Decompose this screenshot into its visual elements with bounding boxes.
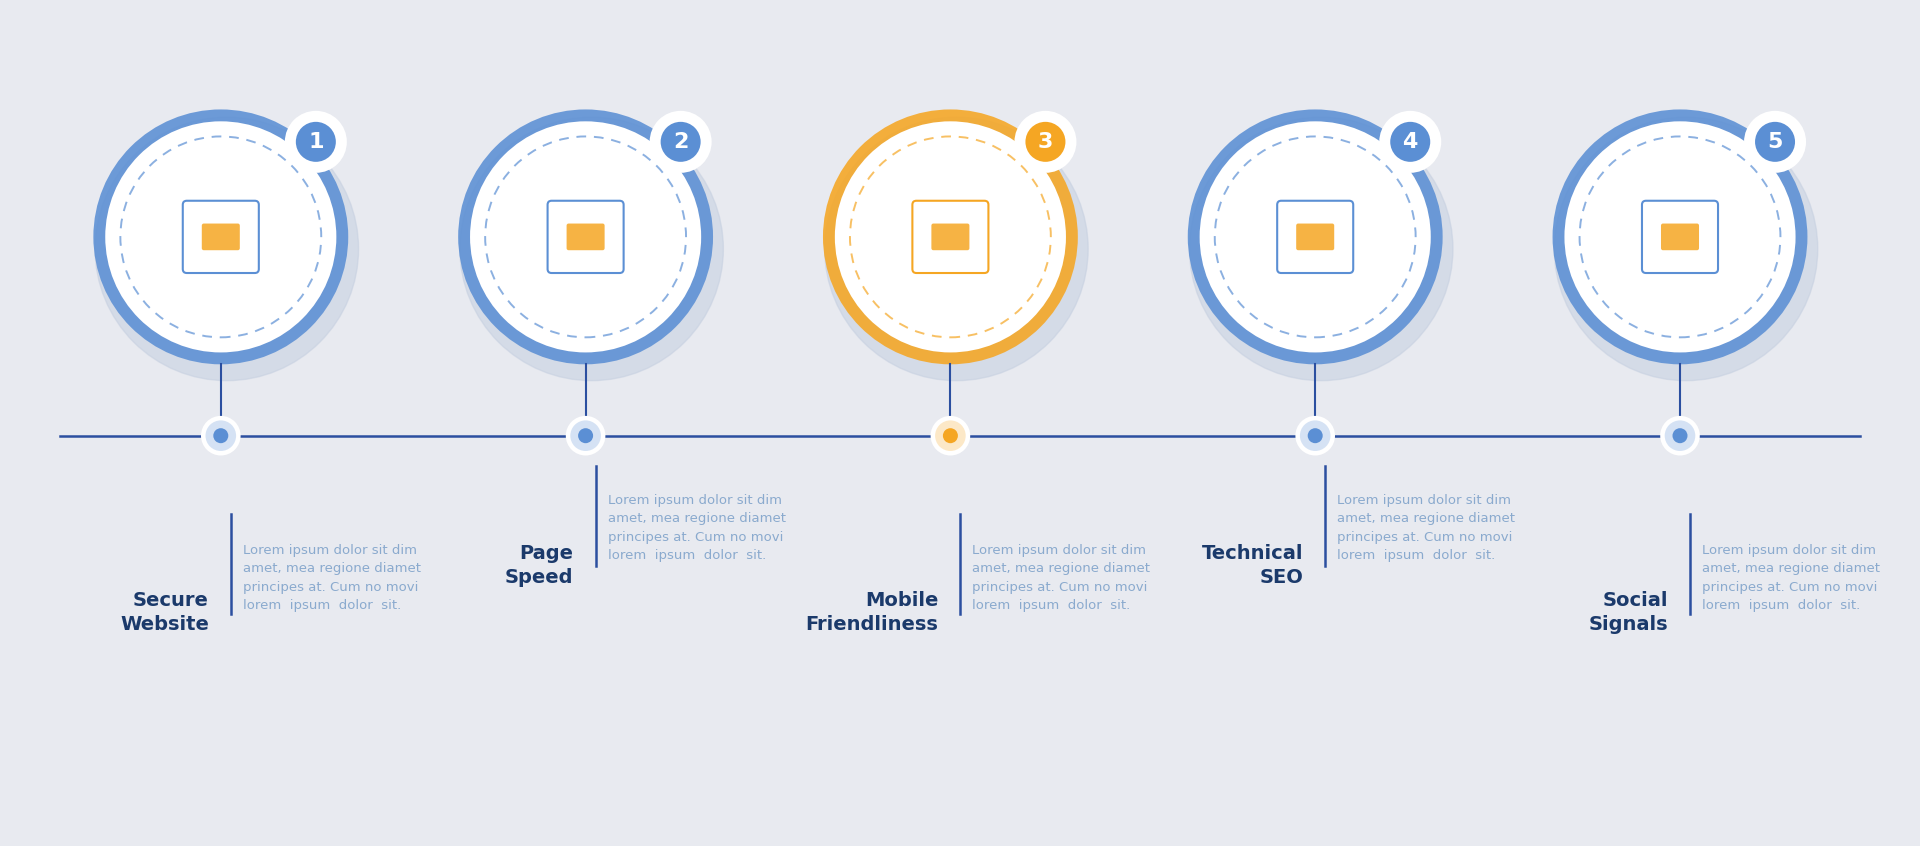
- Circle shape: [578, 428, 593, 443]
- Text: 5: 5: [1766, 132, 1784, 151]
- Text: Lorem ipsum dolor sit dim
amet, mea regione diamet
principes at. Cum no movi
lor: Lorem ipsum dolor sit dim amet, mea regi…: [1336, 494, 1515, 563]
- Circle shape: [1743, 111, 1807, 173]
- Circle shape: [499, 151, 672, 323]
- Text: Page
Speed: Page Speed: [505, 544, 574, 587]
- Circle shape: [1308, 428, 1323, 443]
- Circle shape: [1755, 122, 1795, 162]
- Circle shape: [1379, 111, 1442, 173]
- Circle shape: [566, 416, 605, 455]
- FancyBboxPatch shape: [202, 223, 240, 250]
- Circle shape: [1296, 416, 1334, 455]
- Circle shape: [1014, 111, 1077, 173]
- Circle shape: [1188, 109, 1442, 365]
- Circle shape: [649, 111, 712, 173]
- Circle shape: [205, 420, 236, 451]
- Circle shape: [1553, 117, 1818, 381]
- Circle shape: [94, 109, 348, 365]
- Circle shape: [1229, 151, 1402, 323]
- Text: Secure
Website: Secure Website: [119, 591, 209, 634]
- FancyBboxPatch shape: [1661, 223, 1699, 250]
- Circle shape: [824, 109, 1077, 365]
- Circle shape: [461, 117, 724, 381]
- Circle shape: [1594, 151, 1766, 323]
- Circle shape: [1390, 122, 1430, 162]
- Circle shape: [1553, 109, 1807, 365]
- Text: 1: 1: [307, 132, 324, 151]
- Circle shape: [570, 420, 601, 451]
- Circle shape: [1300, 420, 1331, 451]
- Circle shape: [943, 428, 958, 443]
- Circle shape: [935, 420, 966, 451]
- Circle shape: [931, 416, 970, 455]
- Circle shape: [864, 151, 1037, 323]
- Text: Social
Signals: Social Signals: [1588, 591, 1668, 634]
- Circle shape: [1661, 416, 1699, 455]
- Text: Mobile
Friendliness: Mobile Friendliness: [806, 591, 939, 634]
- Text: 2: 2: [672, 132, 689, 151]
- Circle shape: [1672, 428, 1688, 443]
- Circle shape: [1025, 122, 1066, 162]
- Circle shape: [96, 117, 359, 381]
- Circle shape: [134, 151, 307, 323]
- Circle shape: [1665, 420, 1695, 451]
- FancyBboxPatch shape: [566, 223, 605, 250]
- Text: Lorem ipsum dolor sit dim
amet, mea regione diamet
principes at. Cum no movi
lor: Lorem ipsum dolor sit dim amet, mea regi…: [972, 544, 1150, 613]
- Text: 4: 4: [1402, 132, 1419, 151]
- Circle shape: [106, 121, 336, 353]
- Circle shape: [284, 111, 348, 173]
- FancyBboxPatch shape: [1296, 223, 1334, 250]
- Text: Technical
SEO: Technical SEO: [1202, 544, 1304, 587]
- Text: 3: 3: [1037, 132, 1054, 151]
- FancyBboxPatch shape: [931, 223, 970, 250]
- Circle shape: [835, 121, 1066, 353]
- Text: Lorem ipsum dolor sit dim
amet, mea regione diamet
principes at. Cum no movi
lor: Lorem ipsum dolor sit dim amet, mea regi…: [1701, 544, 1880, 613]
- Circle shape: [660, 122, 701, 162]
- Circle shape: [1190, 117, 1453, 381]
- Circle shape: [826, 117, 1089, 381]
- Text: Lorem ipsum dolor sit dim
amet, mea regione diamet
principes at. Cum no movi
lor: Lorem ipsum dolor sit dim amet, mea regi…: [242, 544, 420, 613]
- Circle shape: [296, 122, 336, 162]
- Circle shape: [1565, 121, 1795, 353]
- Circle shape: [213, 428, 228, 443]
- Text: Lorem ipsum dolor sit dim
amet, mea regione diamet
principes at. Cum no movi
lor: Lorem ipsum dolor sit dim amet, mea regi…: [607, 494, 785, 563]
- Circle shape: [202, 416, 240, 455]
- Circle shape: [470, 121, 701, 353]
- Circle shape: [459, 109, 712, 365]
- Circle shape: [1200, 121, 1430, 353]
